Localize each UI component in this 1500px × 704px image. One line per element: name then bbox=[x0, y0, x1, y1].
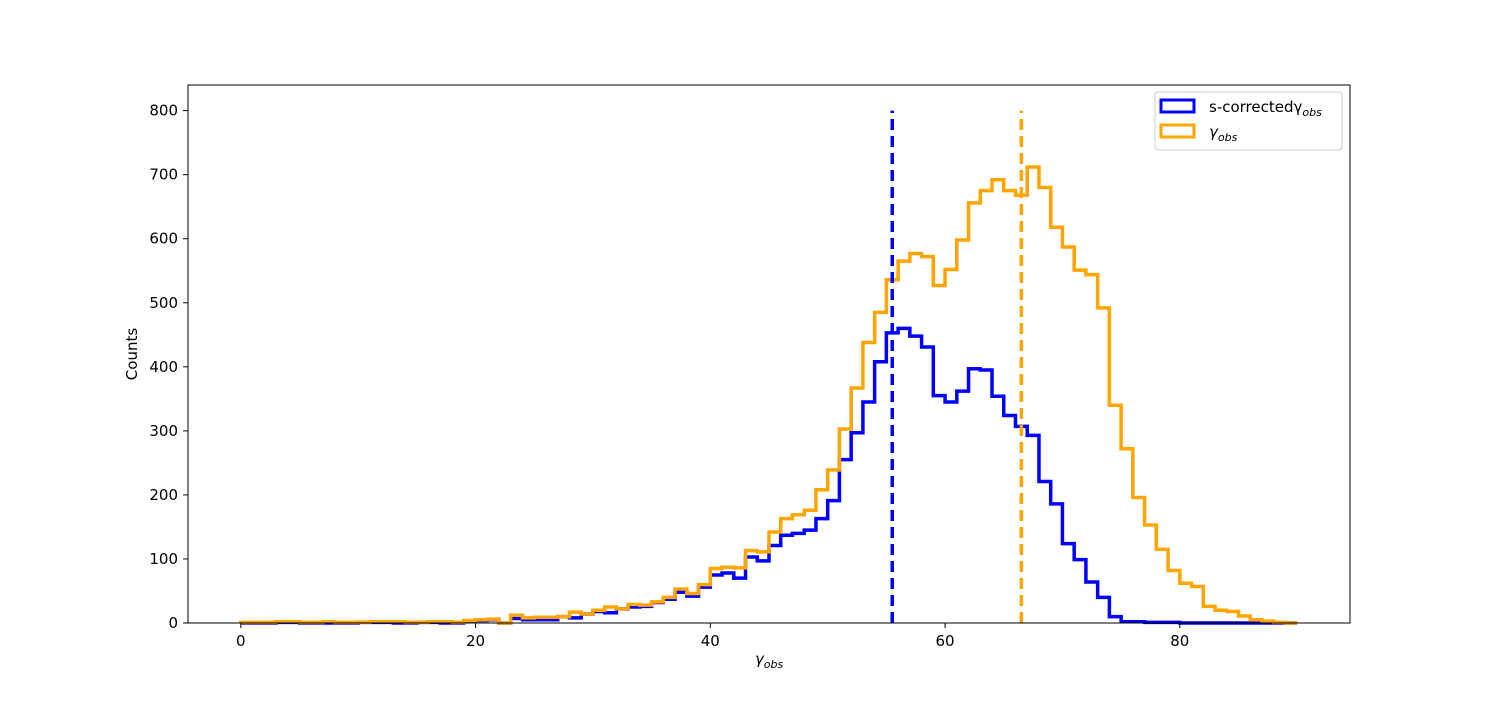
y-axis-ticks: 0 100 200 300 400 500 600 700 800 bbox=[149, 102, 188, 632]
legend: s-correctedγobs γobs bbox=[1154, 91, 1343, 151]
histogram-step-series-0 bbox=[240, 326, 1298, 625]
plot-layer bbox=[239, 110, 1298, 625]
legend-label-s-corrected-subscript: obs bbox=[1302, 106, 1322, 119]
x-axis-label-subscript: obs bbox=[764, 658, 784, 671]
legend-swatch-observed bbox=[1159, 123, 1196, 139]
legend-label-observed: γobs bbox=[1209, 123, 1238, 144]
legend-label-observed-main: γ bbox=[1209, 123, 1219, 141]
legend-swatch-s-corrected bbox=[1159, 98, 1196, 114]
legend-label-s-corrected: s-correctedγobs bbox=[1209, 98, 1322, 119]
x-axis-ticks: 0 20 40 60 80 bbox=[236, 623, 1189, 650]
y-tick-label: 400 bbox=[149, 358, 178, 376]
y-tick-label: 600 bbox=[149, 230, 178, 248]
y-tick-label: 0 bbox=[168, 614, 178, 632]
histogram-step-series-1 bbox=[239, 165, 1298, 625]
y-tick-label: 200 bbox=[149, 486, 178, 504]
x-tick-label: 60 bbox=[936, 632, 955, 650]
legend-label-observed-subscript: obs bbox=[1218, 131, 1238, 144]
y-tick-label: 100 bbox=[149, 550, 178, 568]
x-tick-label: 0 bbox=[236, 632, 246, 650]
x-axis-label-symbol: γ bbox=[755, 650, 765, 668]
legend-label-s-corrected-main: s-correctedγ bbox=[1209, 98, 1302, 116]
axes-frame bbox=[187, 84, 1351, 624]
y-tick-label: 500 bbox=[149, 294, 178, 312]
x-tick-label: 80 bbox=[1170, 632, 1189, 650]
y-tick-label: 300 bbox=[149, 422, 178, 440]
x-tick-label: 40 bbox=[701, 632, 720, 650]
legend-box bbox=[1154, 91, 1343, 151]
y-axis-label: Counts bbox=[123, 328, 141, 381]
y-tick-label: 700 bbox=[149, 166, 178, 184]
y-tick-label: 800 bbox=[149, 102, 178, 120]
x-tick-label: 20 bbox=[466, 632, 485, 650]
x-axis-label: γobs bbox=[755, 650, 784, 671]
